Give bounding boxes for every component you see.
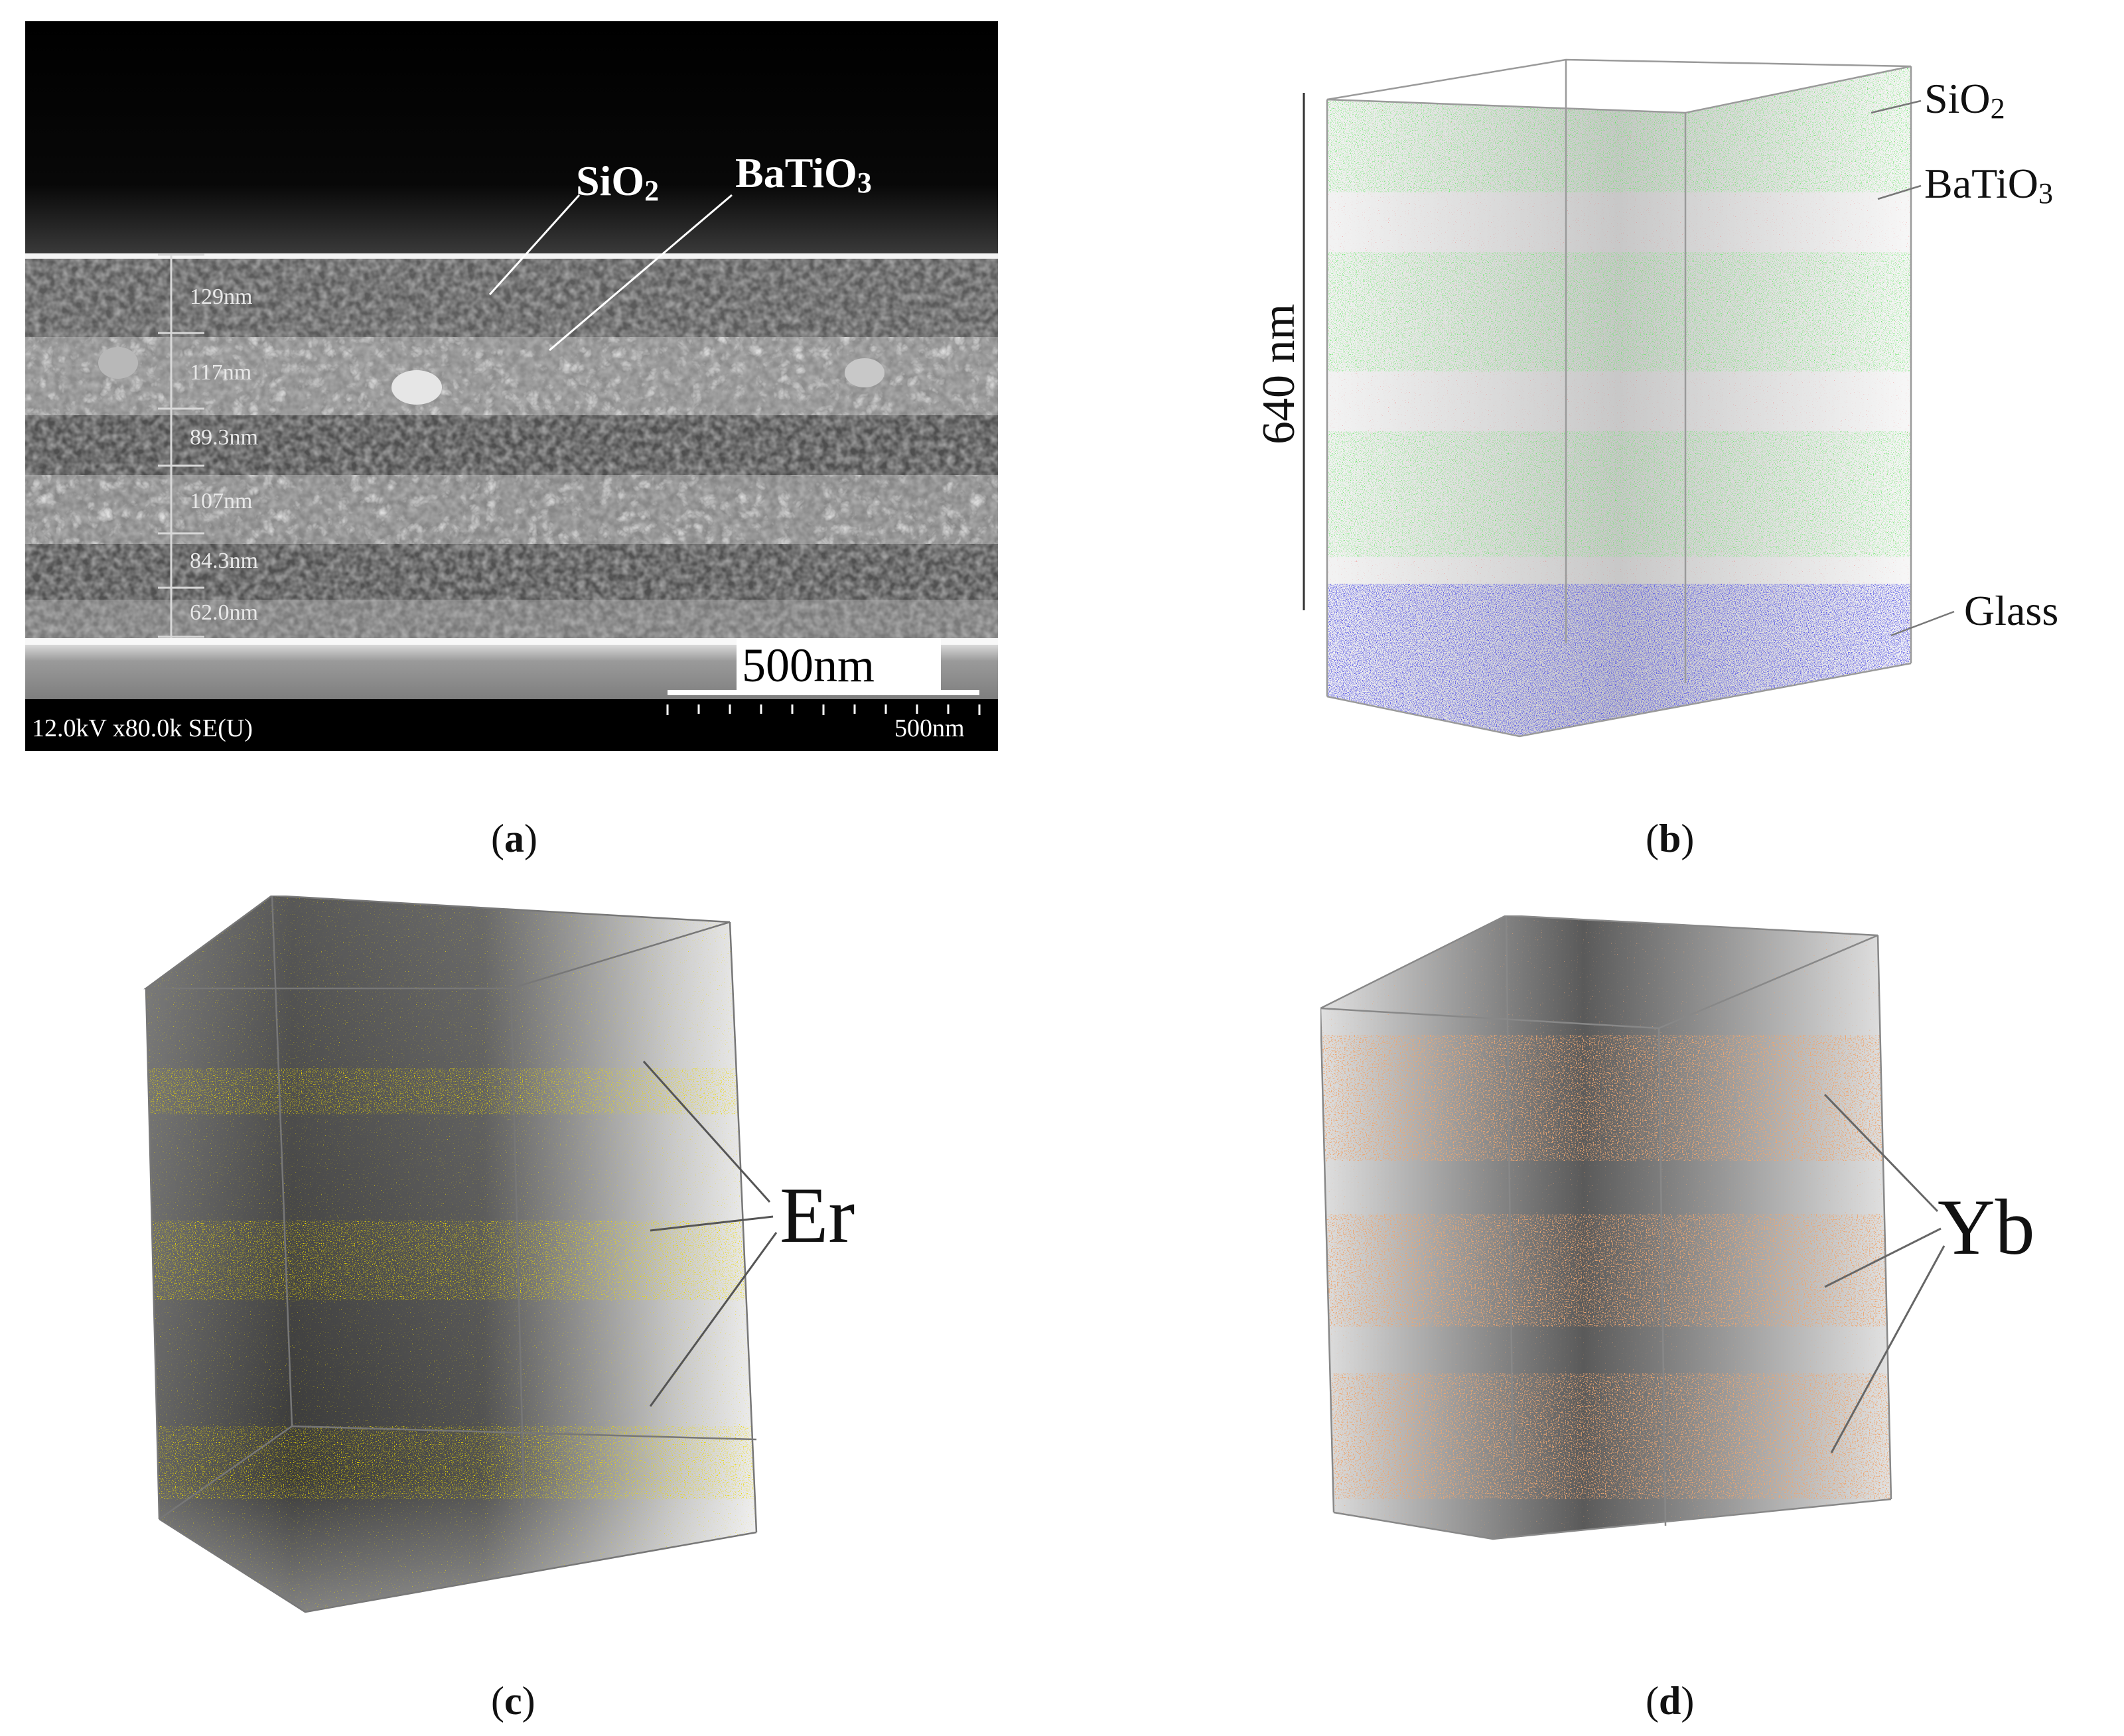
caption-d: (d) [1646, 1679, 1695, 1723]
box-outline [143, 894, 758, 1613]
measurement-label: 117nm [190, 360, 251, 385]
label-sio2: SiO2 [1924, 75, 2005, 125]
measurement-label: 129nm [190, 285, 252, 309]
measurement-label: 89.3nm [190, 425, 258, 450]
caption-c: (c) [491, 1679, 535, 1723]
panel-d-yb-map: Yb [1317, 914, 2124, 1645]
label-batio3: BaTiO3 [1924, 160, 2053, 210]
panel-c-er-map: Er [133, 894, 929, 1625]
panel-a-sem-image: 129nm 117nm 89.3nm 107nm 84.3nm 62.0nm S… [25, 21, 998, 751]
box-outline [1326, 58, 1912, 738]
measurement-markers [158, 253, 204, 638]
sem-footer-scale: 500nm [894, 714, 965, 742]
caption-b: (b) [1646, 817, 1695, 860]
measurement-label: 107nm [190, 489, 252, 513]
label-er: Er [780, 1171, 855, 1259]
box-outline [1317, 914, 1892, 1540]
height-label: 640 nm [1253, 304, 1305, 444]
measurement-label: 62.0nm [190, 600, 258, 625]
sem-micrograph: 129nm 117nm 89.3nm 107nm 84.3nm 62.0nm S… [25, 21, 998, 751]
label-batio3: BaTiO3 [735, 149, 872, 199]
sem-footer-info: 12.0kV x80.0k SE(U) [32, 714, 253, 742]
scale-bar [668, 690, 979, 695]
label-glass: Glass [1964, 587, 2058, 634]
label-sio2: SiO2 [576, 157, 659, 207]
scale-label: 500nm [742, 639, 875, 692]
caption-a: (a) [491, 817, 537, 860]
label-yb: Yb [1938, 1183, 2035, 1271]
scale-label-box [737, 638, 941, 690]
measurement-label: 84.3nm [190, 549, 258, 573]
panel-b-3d-map: 640 nm SiO2 BaTiO3 Glass [1234, 46, 2124, 750]
